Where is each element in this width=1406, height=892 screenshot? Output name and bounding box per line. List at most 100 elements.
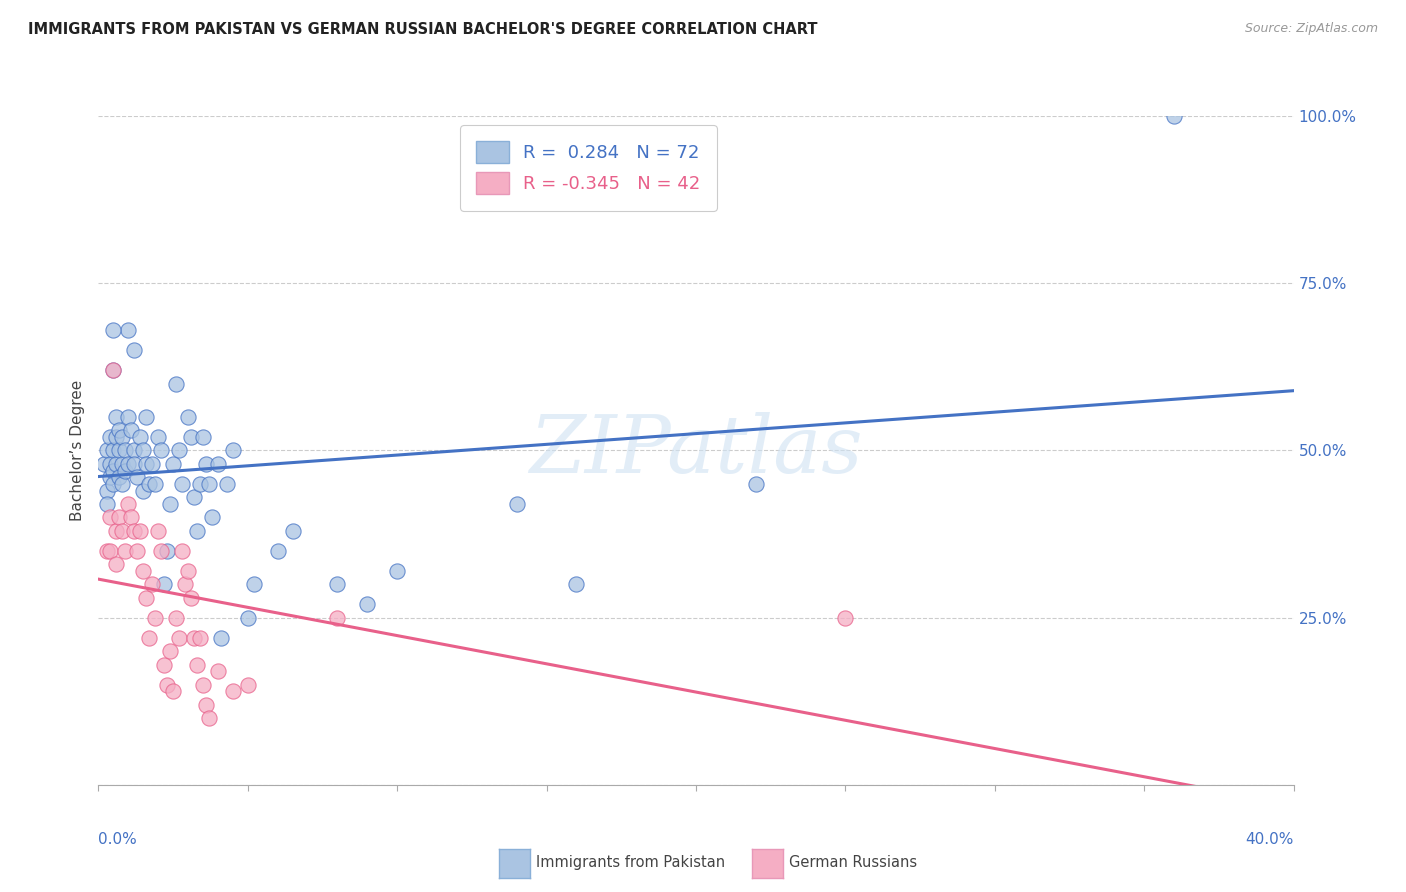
Point — [207, 664, 229, 679]
Point — [132, 443, 155, 458]
Point — [93, 457, 115, 471]
Point — [1163, 109, 1185, 123]
Text: 0.0%: 0.0% — [98, 831, 138, 847]
Point — [177, 410, 200, 425]
Point — [135, 457, 157, 471]
Point — [150, 443, 173, 458]
Point — [172, 543, 194, 558]
Point — [198, 476, 221, 491]
Point — [96, 543, 118, 558]
Point — [243, 577, 266, 591]
Point — [222, 684, 245, 698]
Point — [108, 510, 131, 524]
Point — [124, 443, 146, 458]
Point — [96, 497, 118, 511]
Point — [108, 424, 131, 438]
Point — [191, 678, 214, 692]
Point — [267, 543, 290, 558]
Point — [186, 524, 208, 538]
Point — [103, 363, 125, 377]
Point — [186, 657, 208, 672]
Point — [156, 678, 179, 692]
Legend: R =  0.284   N = 72, R = -0.345   N = 42: R = 0.284 N = 72, R = -0.345 N = 42 — [460, 125, 717, 211]
Point — [215, 476, 238, 491]
Text: IMMIGRANTS FROM PAKISTAN VS GERMAN RUSSIAN BACHELOR'S DEGREE CORRELATION CHART: IMMIGRANTS FROM PAKISTAN VS GERMAN RUSSI… — [28, 22, 818, 37]
Point — [96, 443, 118, 458]
Point — [129, 524, 152, 538]
Point — [222, 443, 245, 458]
Point — [167, 443, 190, 458]
Point — [96, 483, 118, 498]
Text: Source: ZipAtlas.com: Source: ZipAtlas.com — [1244, 22, 1378, 36]
Point — [165, 376, 187, 391]
Point — [135, 410, 157, 425]
Point — [183, 490, 205, 504]
Point — [108, 443, 131, 458]
Point — [198, 711, 221, 725]
Point — [120, 424, 142, 438]
Point — [385, 564, 409, 578]
Point — [103, 363, 125, 377]
Point — [117, 323, 139, 337]
Point — [103, 323, 125, 337]
Point — [201, 510, 224, 524]
Point — [148, 524, 170, 538]
Point — [180, 591, 202, 605]
Point — [114, 543, 136, 558]
Point — [105, 557, 128, 572]
Point — [138, 631, 160, 645]
Point — [167, 631, 190, 645]
Point — [124, 343, 146, 358]
Point — [100, 430, 122, 444]
Point — [326, 577, 349, 591]
Point — [114, 443, 136, 458]
Point — [100, 543, 122, 558]
Point — [162, 457, 184, 471]
Point — [188, 631, 211, 645]
Point — [100, 510, 122, 524]
Point — [356, 598, 378, 612]
Point — [111, 430, 134, 444]
Point — [117, 457, 139, 471]
Point — [148, 430, 170, 444]
Point — [326, 611, 349, 625]
Point — [143, 611, 166, 625]
Point — [159, 644, 181, 658]
Point — [153, 577, 176, 591]
Point — [236, 678, 259, 692]
Y-axis label: Bachelor’s Degree: Bachelor’s Degree — [69, 380, 84, 521]
Point — [132, 483, 155, 498]
Point — [156, 543, 179, 558]
Point — [111, 476, 134, 491]
Point — [183, 631, 205, 645]
Point — [105, 524, 128, 538]
Point — [129, 430, 152, 444]
Point — [506, 497, 529, 511]
Point — [207, 457, 229, 471]
Point — [124, 457, 146, 471]
Point — [143, 476, 166, 491]
Point — [834, 611, 856, 625]
Point — [191, 430, 214, 444]
Point — [195, 698, 218, 712]
Point — [135, 591, 157, 605]
Text: German Russians: German Russians — [789, 855, 917, 870]
Point — [105, 430, 128, 444]
Point — [127, 543, 149, 558]
Point — [103, 476, 125, 491]
Point — [236, 611, 259, 625]
Point — [165, 611, 187, 625]
Point — [565, 577, 588, 591]
Point — [117, 410, 139, 425]
Text: ZIPatlas: ZIPatlas — [529, 412, 863, 489]
Point — [209, 631, 232, 645]
Point — [132, 564, 155, 578]
Point — [103, 464, 125, 478]
Point — [188, 476, 211, 491]
Point — [141, 577, 163, 591]
Point — [172, 476, 194, 491]
Point — [177, 564, 200, 578]
Point — [159, 497, 181, 511]
Point — [111, 457, 134, 471]
Point — [120, 510, 142, 524]
